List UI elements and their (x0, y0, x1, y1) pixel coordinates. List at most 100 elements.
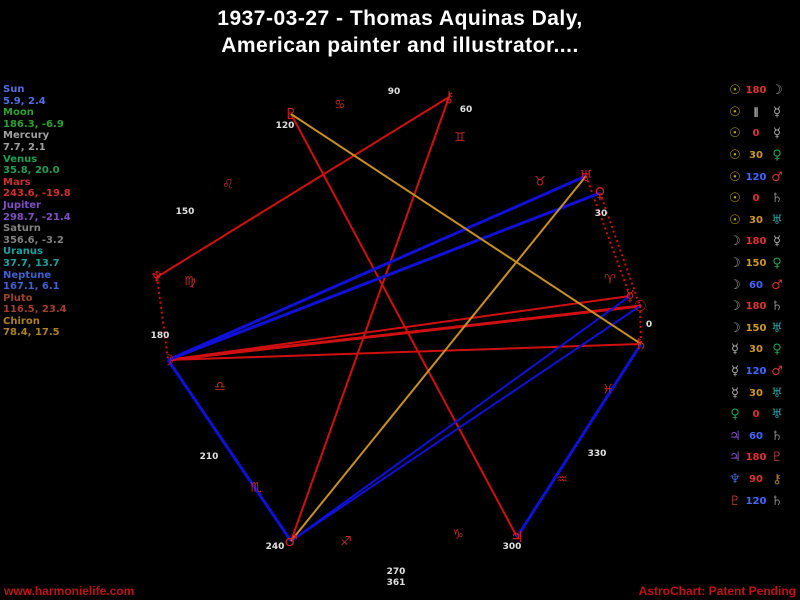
aspect-row: ☿ 120 ♂ (727, 361, 799, 383)
aspect-line-moon-saturn (167, 343, 642, 361)
aspect-value: 120 (745, 495, 767, 507)
website-link[interactable]: www.harmonielife.com (4, 584, 135, 598)
planet-glyph: ♃ (729, 450, 741, 466)
aspect-row: ♃ 180 ♇ (727, 447, 799, 469)
aspect-row: ☉ 30 ♅ (727, 210, 799, 232)
planet-coordinates: 5.9, 2.4 (3, 95, 46, 107)
aspect-line-sun-saturn (639, 305, 642, 345)
planet-glyph: ☉ (729, 169, 741, 185)
planet-name-chiron: Chiron (3, 315, 40, 327)
aspect-row: ☿ 30 ♅ (727, 382, 799, 404)
aspect-value: 0 (752, 128, 760, 140)
planet-glyph: ☉ (729, 104, 741, 120)
aspect-line-mercury-moon (167, 295, 631, 361)
planet-glyph: ☿ (773, 104, 781, 120)
aspect-value: 30 (749, 214, 763, 226)
aspect-row: ☽ 60 ♂ (727, 274, 799, 296)
planet-glyph: ♆ (729, 471, 741, 487)
planet-glyph: ☿ (731, 364, 739, 380)
aspect-row: ☉ ∥ ☿ (727, 102, 799, 124)
aspect-value: 90 (749, 473, 763, 485)
aspect-value: 120 (745, 366, 767, 378)
planet-name-uranus: Uranus (3, 246, 43, 258)
aspect-line-moon-mars (166, 359, 293, 542)
planet-glyph: ♃ (729, 428, 741, 444)
planet-glyph: ☽ (729, 299, 741, 315)
aspect-line-venus-moon (167, 191, 601, 362)
planet-glyph: ♂ (771, 277, 783, 293)
brand-label: AstroChart: Patent Pending (638, 584, 796, 598)
planet-glyph: ♅ (771, 385, 783, 401)
planet-glyph: ☿ (731, 342, 739, 358)
planet-glyph: ☿ (773, 126, 781, 142)
planet-glyph: ☉ (729, 126, 741, 142)
aspect-line-pluto-saturn (290, 113, 642, 345)
planet-glyph: ♀ (772, 148, 782, 164)
planet-name-neptune: Neptune (3, 269, 52, 281)
aspect-line-venus-sun (599, 192, 641, 307)
aspect-row: ☉ 0 ♄ (727, 188, 799, 210)
planet-coordinates: 356.6, -3.2 (3, 234, 64, 246)
aspect-value: ∥ (753, 106, 759, 118)
aspect-value: 180 (745, 236, 767, 248)
planet-glyph: ♇ (771, 450, 783, 466)
aspect-row: ☉ 0 ☿ (727, 123, 799, 145)
aspect-line-sun-mars (290, 305, 641, 542)
aspect-row: ♆ 90 ⚷ (727, 469, 799, 491)
planet-name-saturn: Saturn (3, 223, 41, 235)
aspect-row: ♃ 60 ♄ (727, 426, 799, 448)
planet-coordinates: 116.5, 23.4 (3, 304, 67, 316)
aspect-list-panel: ☉ 180 ☽ ☉ ∥ ☿ ☉ 0 ☿ ☉ 30 ♀ ☉ 120 ♂ ☉ 0 ♄ ☉ 30 ♅ ☽ 180 ☿ ☽ 150 ♀ ☽ 60… (727, 80, 799, 512)
title-line1: 1937-03-27 - Thomas Aquinas Daly, (217, 7, 583, 30)
aspect-value: 150 (745, 258, 767, 270)
planet-glyph: ☉ (729, 212, 741, 228)
planet-glyph: ☽ (729, 234, 741, 250)
planet-name-mercury: Mercury (3, 130, 50, 142)
aspect-row: ☽ 180 ♄ (727, 296, 799, 318)
planet-glyph: ☿ (773, 234, 781, 250)
planet-glyph: ☉ (729, 148, 741, 164)
aspect-row: ☽ 150 ♅ (727, 318, 799, 340)
aspect-line-neptune-moon (156, 276, 169, 361)
aspect-value: 0 (752, 409, 760, 421)
planet-glyph: ☽ (729, 256, 741, 272)
aspect-value: 60 (749, 430, 763, 442)
planet-glyph: ♄ (771, 191, 783, 207)
planet-name-pluto: Pluto (3, 292, 33, 304)
planet-glyph: ♇ (729, 493, 741, 509)
aspect-line-uranus-mercury (585, 175, 631, 297)
planet-positions-panel: Sun 5.9, 2.4 Moon 186.3, -6.9 Mercury 7.7, 2.… (3, 84, 113, 339)
aspect-line-mars-uranus (290, 175, 587, 542)
aspect-value: 180 (745, 85, 767, 97)
aspect-value: 150 (745, 322, 767, 334)
aspect-line-jupiter-saturn (515, 343, 643, 538)
aspect-row: ☉ 180 ☽ (727, 80, 799, 102)
planet-coordinates: 37.7, 13.7 (3, 257, 60, 269)
aspect-row: ☿ 30 ♀ (727, 339, 799, 361)
planet-name-mars: Mars (3, 176, 31, 188)
planet-glyph: ♀ (772, 342, 782, 358)
planet-name-jupiter: Jupiter (3, 199, 41, 211)
planet-glyph: ♅ (771, 320, 783, 336)
planet-glyph: ♄ (771, 428, 783, 444)
aspect-value: 180 (745, 301, 767, 313)
planet-glyph: ☽ (771, 83, 783, 99)
planet-glyph: ♅ (771, 407, 783, 423)
planet-glyph: ♄ (771, 299, 783, 315)
planet-coordinates: 243.6, -19.8 (3, 188, 71, 200)
planet-glyph: ⚷ (772, 471, 782, 487)
planet-name-sun: Sun (3, 84, 25, 95)
aspect-value: 30 (749, 387, 763, 399)
planet-coordinates: 35.8, 20.0 (3, 165, 60, 177)
aspect-value: 180 (745, 452, 767, 464)
planet-name-moon: Moon (3, 107, 34, 119)
planet-glyph: ♄ (771, 493, 783, 509)
planet-glyph: ♅ (771, 212, 783, 228)
aspect-line-uranus-moon (167, 174, 587, 362)
chart-title: 1937-03-27 - Thomas Aquinas Daly, Americ… (0, 5, 800, 59)
aspect-row: ☽ 150 ♀ (727, 253, 799, 275)
aspect-row: ☉ 30 ♀ (727, 145, 799, 167)
planet-glyph: ♂ (771, 169, 783, 185)
aspect-line-pluto-jupiter (290, 113, 518, 538)
